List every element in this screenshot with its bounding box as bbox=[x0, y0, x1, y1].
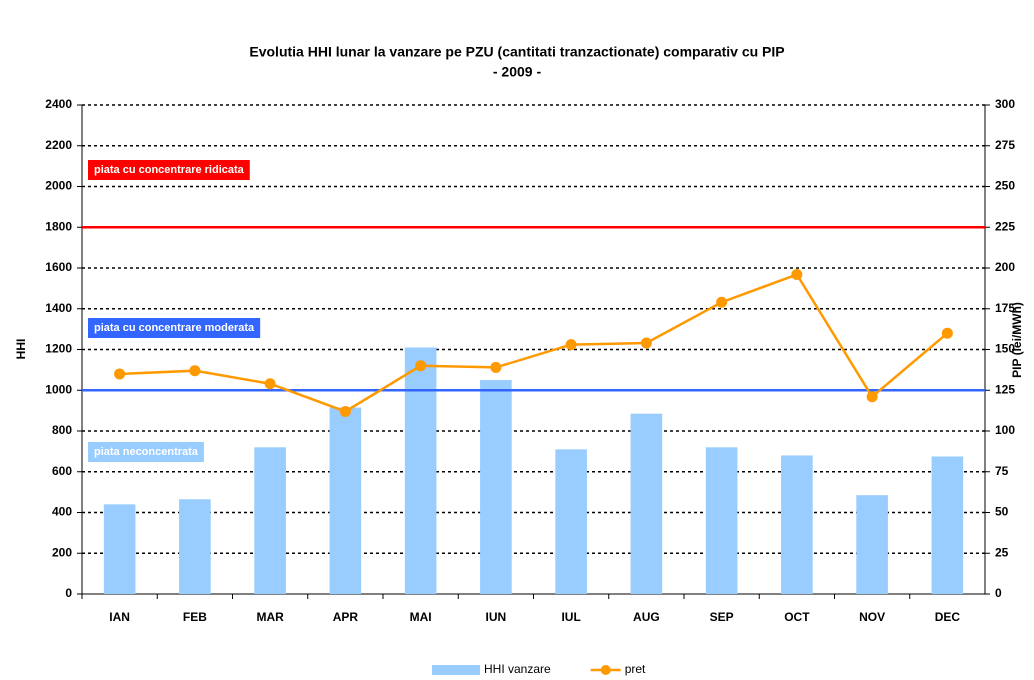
y-tick-label: 0 bbox=[65, 586, 72, 600]
y2-tick-label: 100 bbox=[995, 423, 1015, 437]
y2-tick-label: 50 bbox=[995, 505, 1009, 519]
y2-tick-label: 75 bbox=[995, 464, 1009, 478]
marker bbox=[189, 365, 201, 377]
bar bbox=[254, 447, 286, 594]
y2-tick-label: 150 bbox=[995, 342, 1015, 356]
marker bbox=[716, 296, 728, 308]
x-tick-label: AUG bbox=[633, 610, 660, 624]
reference-label: piata cu concentrare moderata bbox=[94, 322, 255, 334]
y2-tick-label: 250 bbox=[995, 179, 1015, 193]
x-tick-label: IUL bbox=[561, 610, 580, 624]
x-tick-label: MAI bbox=[410, 610, 432, 624]
y2-axis-title: PIP (lei/MWh) bbox=[1010, 302, 1024, 378]
x-tick-label: DEC bbox=[935, 610, 961, 624]
marker bbox=[339, 405, 351, 417]
annotation-box bbox=[88, 442, 204, 462]
marker bbox=[791, 269, 803, 281]
x-tick-label: IAN bbox=[109, 610, 130, 624]
y-tick-label: 400 bbox=[52, 505, 72, 519]
marker bbox=[264, 378, 276, 390]
bar bbox=[781, 455, 813, 594]
y-tick-label: 1200 bbox=[45, 342, 72, 356]
y2-tick-label: 200 bbox=[995, 260, 1015, 274]
y-tick-label: 600 bbox=[52, 464, 72, 478]
x-tick-label: OCT bbox=[784, 610, 810, 624]
y-tick-label: 1400 bbox=[45, 301, 72, 315]
marker bbox=[866, 391, 878, 403]
marker bbox=[565, 339, 577, 351]
bar bbox=[555, 449, 587, 594]
chart-subtitle: - 2009 - bbox=[493, 64, 542, 80]
y-tick-label: 1600 bbox=[45, 260, 72, 274]
y-tick-label: 1000 bbox=[45, 382, 72, 396]
marker bbox=[640, 337, 652, 349]
reference-label: piata cu concentrare ridicata bbox=[94, 164, 245, 176]
y2-tick-label: 225 bbox=[995, 219, 1015, 233]
bar bbox=[103, 504, 136, 594]
x-tick-label: NOV bbox=[859, 610, 885, 624]
y-axis-title: HHI bbox=[14, 339, 28, 360]
y2-tick-label: 0 bbox=[995, 586, 1002, 600]
marker bbox=[114, 368, 126, 380]
bar bbox=[179, 499, 211, 594]
y2-tick-label: 300 bbox=[995, 97, 1015, 111]
y-tick-label: 2200 bbox=[45, 138, 72, 152]
annotation: piata neconcentrata bbox=[94, 446, 199, 458]
y2-tick-label: 175 bbox=[995, 301, 1015, 315]
bar bbox=[329, 407, 362, 594]
reference-label-box bbox=[88, 318, 261, 338]
bar bbox=[705, 447, 738, 594]
x-tick-label: MAR bbox=[256, 610, 284, 624]
y-tick-label: 200 bbox=[52, 545, 72, 559]
legend-label: HHI vanzare bbox=[484, 662, 551, 676]
y2-tick-label: 25 bbox=[995, 545, 1009, 559]
bar bbox=[480, 380, 512, 594]
x-tick-label: APR bbox=[333, 610, 359, 624]
bar bbox=[931, 456, 964, 594]
marker bbox=[941, 327, 953, 339]
chart-title: Evolutia HHI lunar la vanzare pe PZU (ca… bbox=[249, 44, 784, 60]
x-tick-label: IUN bbox=[486, 610, 507, 624]
bar bbox=[856, 495, 888, 594]
line bbox=[119, 272, 949, 413]
legend-swatch bbox=[600, 665, 611, 675]
y2-tick-label: 125 bbox=[995, 382, 1015, 396]
y-tick-label: 2000 bbox=[45, 179, 72, 193]
x-tick-label: SEP bbox=[710, 610, 734, 624]
bar bbox=[630, 413, 663, 594]
bar bbox=[404, 347, 437, 594]
y-tick-label: 800 bbox=[52, 423, 72, 437]
y2-tick-label: 275 bbox=[995, 138, 1015, 152]
reference-label-box bbox=[88, 160, 250, 180]
y-tick-label: 1800 bbox=[45, 219, 72, 233]
y-tick-label: 2400 bbox=[45, 97, 72, 111]
legend-swatch bbox=[432, 665, 480, 675]
marker bbox=[490, 361, 502, 373]
legend-label: pret bbox=[625, 662, 646, 676]
x-tick-label: FEB bbox=[183, 610, 207, 624]
marker bbox=[415, 360, 427, 372]
